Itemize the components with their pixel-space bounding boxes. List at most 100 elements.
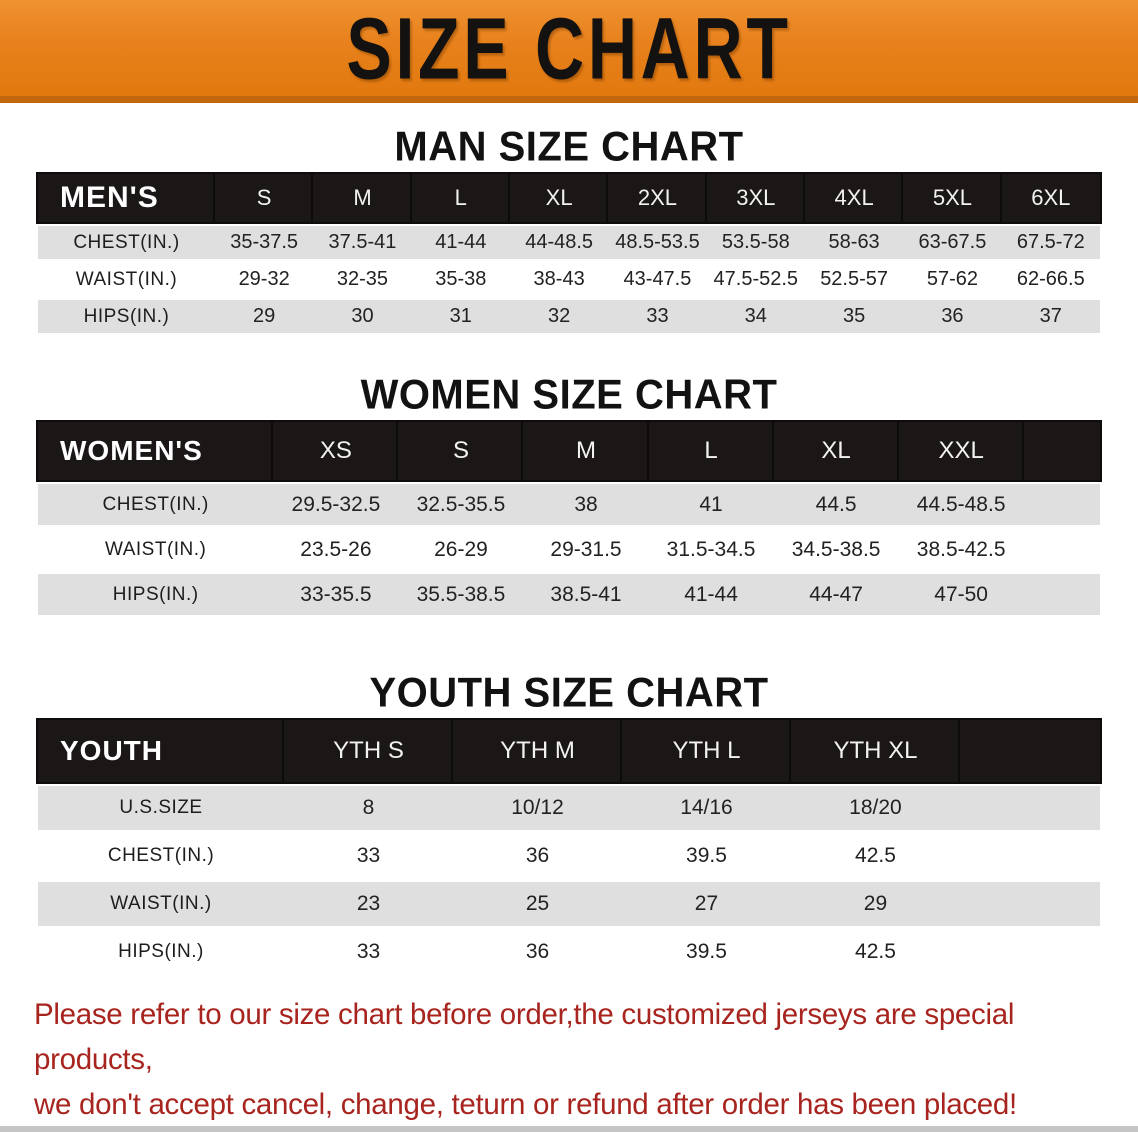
size-column-header: 6XL [1001, 174, 1100, 222]
size-column-header: XL [773, 422, 899, 480]
measurement-row: HIPS(IN.) 29 30 31 32 33 34 35 36 37 [38, 300, 1100, 333]
size-value: 33 [284, 834, 453, 878]
size-value: 32 [509, 300, 609, 333]
size-column-header: 2XL [608, 174, 707, 222]
size-value: 38.5-41 [523, 574, 649, 615]
size-column-header: L [648, 422, 774, 480]
size-value: 29-32 [214, 263, 314, 296]
size-column-header: M [313, 174, 412, 222]
size-column-header: S [214, 174, 314, 222]
size-column-header: XS [273, 422, 399, 480]
size-value: 41-44 [411, 226, 510, 259]
row-label: HIPS(IN.) [38, 930, 285, 974]
row-label: U.S.SIZE [38, 786, 285, 830]
size-value: 31.5-34.5 [648, 529, 774, 570]
spacer-cell [959, 930, 1100, 974]
size-column-header: M [523, 422, 649, 480]
size-value: 63-67.5 [903, 226, 1002, 259]
measurement-row: WAIST(IN.) 29-32 32-35 35-38 38-43 43-47.5 47.… [38, 263, 1100, 296]
size-column-header: XL [509, 174, 609, 222]
size-column-header: YTH L [621, 720, 791, 782]
size-value: 29 [214, 300, 314, 333]
size-column-header: S [398, 422, 524, 480]
bottom-divider-bar [0, 1126, 1138, 1132]
row-label: HIPS(IN.) [38, 574, 274, 615]
youth-size-table: YOUTH YTH S YTH M YTH L YTH XL U.S.SIZE 8 10/12… [38, 716, 1100, 978]
size-value: 38.5-42.5 [898, 529, 1024, 570]
size-value: 31 [411, 300, 510, 333]
measurement-row: WAIST(IN.) 23 25 27 29 [38, 882, 1100, 926]
size-value: 18/20 [790, 786, 960, 830]
size-value: 29 [790, 882, 960, 926]
size-value: 43-47.5 [608, 263, 707, 296]
row-label: WAIST(IN.) [38, 529, 274, 570]
spacer-cell [959, 882, 1100, 926]
page-title: SIZE CHART [346, 0, 792, 97]
women-size-chart-heading: WOMEN SIZE CHART [360, 371, 778, 419]
size-value: 35.5-38.5 [398, 574, 524, 615]
table-corner-label: WOMEN'S [38, 422, 274, 480]
size-value: 57-62 [903, 263, 1002, 296]
disclaimer-note: Please refer to our size chart before or… [34, 992, 1114, 1127]
size-value: 8 [284, 786, 453, 830]
size-value: 62-66.5 [1001, 263, 1100, 296]
men-size-table: MEN'S S M L XL 2XL 3XL 4XL 5XL 6XL CHEST(IN.) 35-37… [38, 170, 1100, 337]
size-table-header-row: MEN'S S M L XL 2XL 3XL 4XL 5XL 6XL [38, 174, 1100, 222]
size-column-header: YTH XL [790, 720, 960, 782]
size-value: 23 [284, 882, 453, 926]
row-label: CHEST(IN.) [38, 484, 274, 525]
men-size-chart-heading: MAN SIZE CHART [394, 123, 744, 171]
size-value: 37.5-41 [313, 226, 412, 259]
size-value: 25 [453, 882, 622, 926]
size-value: 44-48.5 [509, 226, 609, 259]
size-column-header: YTH S [284, 720, 453, 782]
size-value: 38 [523, 484, 649, 525]
size-column-header: XXL [898, 422, 1024, 480]
size-value: 42.5 [790, 834, 960, 878]
women-size-section: WOMEN SIZE CHART WOMEN'S XS S M L XL XXL CHEST(… [0, 371, 1138, 619]
measurement-row: CHEST(IN.) 35-37.5 37.5-41 41-44 44-48.5 48.5… [38, 226, 1100, 259]
size-value: 58-63 [804, 226, 904, 259]
row-label: WAIST(IN.) [38, 882, 285, 926]
spacer-cell [1023, 422, 1100, 480]
size-value: 44.5 [773, 484, 899, 525]
size-value: 53.5-58 [706, 226, 805, 259]
size-value: 41-44 [648, 574, 774, 615]
table-corner-label: YOUTH [38, 720, 285, 782]
table-corner-label: MEN'S [38, 174, 215, 222]
measurement-row: CHEST(IN.) 33 36 39.5 42.5 [38, 834, 1100, 878]
size-value: 32.5-35.5 [398, 484, 524, 525]
size-value: 37 [1001, 300, 1100, 333]
row-label: CHEST(IN.) [38, 226, 215, 259]
size-value: 36 [453, 834, 622, 878]
size-value: 39.5 [621, 930, 791, 974]
size-value: 38-43 [509, 263, 609, 296]
size-value: 33 [608, 300, 707, 333]
size-column-header: 3XL [706, 174, 805, 222]
size-value: 14/16 [621, 786, 791, 830]
men-size-section: MAN SIZE CHART MEN'S S M L XL 2XL 3XL 4XL 5XL 6XL… [0, 123, 1138, 337]
youth-size-chart-heading: YOUTH SIZE CHART [369, 669, 769, 717]
size-column-header: YTH M [453, 720, 622, 782]
size-value: 27 [621, 882, 791, 926]
measurement-row: WAIST(IN.) 23.5-26 26-29 29-31.5 31.5-34.5 34… [38, 529, 1100, 570]
size-value: 10/12 [453, 786, 622, 830]
spacer-cell [959, 834, 1100, 878]
size-value: 44.5-48.5 [898, 484, 1024, 525]
measurement-row: U.S.SIZE 8 10/12 14/16 18/20 [38, 786, 1100, 830]
row-label: WAIST(IN.) [38, 263, 215, 296]
women-size-table: WOMEN'S XS S M L XL XXL CHEST(IN.) 29.5-32.5 32.5… [38, 418, 1100, 619]
size-value: 35-37.5 [214, 226, 314, 259]
youth-size-section: YOUTH SIZE CHART YOUTH YTH S YTH M YTH L YTH… [0, 669, 1138, 978]
size-chart-banner: SIZE CHART [0, 0, 1138, 103]
size-value: 44-47 [773, 574, 899, 615]
size-value: 36 [453, 930, 622, 974]
size-value: 30 [313, 300, 412, 333]
size-column-header: L [411, 174, 510, 222]
size-value: 42.5 [790, 930, 960, 974]
size-value: 47-50 [898, 574, 1024, 615]
size-value: 35-38 [411, 263, 510, 296]
row-label: CHEST(IN.) [38, 834, 285, 878]
disclaimer-line-1: Please refer to our size chart before or… [34, 998, 1015, 1076]
spacer-cell [1023, 484, 1100, 525]
